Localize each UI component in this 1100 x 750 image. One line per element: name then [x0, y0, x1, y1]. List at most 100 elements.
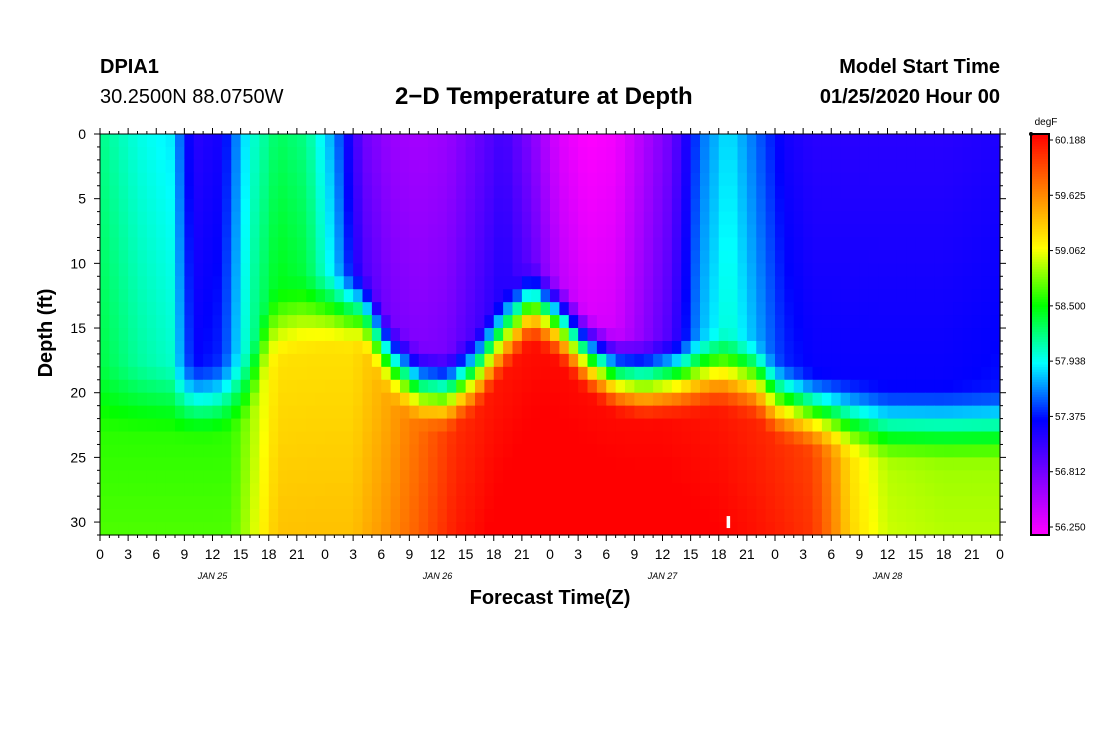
heatmap-cell	[831, 172, 842, 187]
heatmap-cell	[240, 250, 251, 264]
heatmap-cell	[709, 172, 720, 187]
heatmap-cell	[709, 146, 720, 161]
heatmap-cell	[503, 198, 514, 213]
heatmap-cell	[503, 431, 514, 446]
heatmap-cell	[746, 340, 757, 355]
heatmap-cell	[409, 353, 420, 368]
heatmap-cell	[193, 509, 204, 523]
heatmap-cell	[212, 392, 223, 407]
colorbar-segment	[1031, 529, 1049, 534]
heatmap-cell	[962, 353, 973, 368]
heatmap-cell	[550, 146, 560, 161]
heatmap-cell	[418, 444, 429, 458]
heatmap-cell	[896, 496, 907, 510]
heatmap-cell	[887, 328, 898, 342]
heatmap-cell	[775, 263, 785, 277]
heatmap-cell	[184, 444, 195, 458]
heatmap-cell	[325, 496, 335, 510]
heatmap-cell	[250, 276, 260, 290]
heatmap-cell	[221, 185, 232, 200]
heatmap-cell	[793, 185, 804, 200]
heatmap-cell	[203, 379, 214, 394]
colorbar-segment	[1031, 206, 1049, 210]
heatmap-cell	[531, 224, 542, 239]
heatmap-cell	[165, 224, 176, 239]
heatmap-cell	[925, 134, 935, 148]
heatmap-cell	[400, 211, 410, 226]
heatmap-cell	[615, 431, 626, 446]
heatmap-cell	[306, 198, 317, 213]
heatmap-cell	[193, 224, 204, 239]
heatmap-cell	[671, 418, 682, 433]
heatmap-cell	[165, 392, 176, 407]
heatmap-cell	[475, 522, 485, 536]
heatmap-cell	[343, 366, 354, 381]
heatmap-cell	[146, 340, 157, 355]
heatmap-cell	[109, 250, 120, 264]
heatmap-cell	[990, 276, 1001, 290]
heatmap-cell	[146, 237, 157, 252]
heatmap-cell	[850, 302, 860, 316]
heatmap-cell	[821, 198, 832, 213]
heatmap-cell	[840, 379, 851, 394]
heatmap-cell	[765, 522, 776, 536]
heatmap-cell	[962, 405, 973, 420]
heatmap-cell	[568, 366, 579, 381]
heatmap-cell	[165, 509, 176, 523]
heatmap-cell	[803, 353, 814, 368]
heatmap-cell	[850, 172, 860, 187]
heatmap-cell	[718, 250, 729, 264]
heatmap-cell	[971, 146, 982, 161]
heatmap-cell	[737, 392, 748, 407]
heatmap-cell	[390, 522, 401, 536]
heatmap-cell	[465, 302, 476, 316]
heatmap-cell	[146, 159, 157, 174]
heatmap-cell	[859, 496, 870, 510]
heatmap-cell	[128, 146, 139, 161]
colorbar-segment	[1031, 161, 1049, 165]
heatmap-cell	[568, 211, 579, 226]
heatmap-cell	[531, 263, 542, 277]
heatmap-cell	[625, 263, 635, 277]
heatmap-cell	[568, 224, 579, 239]
heatmap-cell	[559, 392, 570, 407]
heatmap-cell	[362, 379, 373, 394]
heatmap-cell	[775, 496, 785, 510]
heatmap-cell	[896, 276, 907, 290]
heatmap-cell	[559, 496, 570, 510]
heatmap-cell	[859, 198, 870, 213]
heatmap-cell	[634, 431, 645, 446]
heatmap-cell	[296, 328, 307, 342]
heatmap-cell	[531, 431, 542, 446]
heatmap-cell	[625, 224, 635, 239]
heatmap-cell	[193, 379, 204, 394]
heatmap-cell	[165, 353, 176, 368]
heatmap-cell	[493, 198, 504, 213]
heatmap-cell	[681, 224, 692, 239]
heatmap-cell	[625, 159, 635, 174]
heatmap-cell	[887, 457, 898, 471]
heatmap-cell	[775, 211, 785, 226]
heatmap-cell	[306, 431, 317, 446]
heatmap-cell	[606, 470, 617, 484]
heatmap-cell	[887, 198, 898, 213]
heatmap-cell	[634, 159, 645, 174]
heatmap-cell	[493, 211, 504, 226]
heatmap-cell	[690, 172, 701, 187]
heatmap-cell	[456, 315, 467, 329]
heatmap-cell	[568, 444, 579, 458]
heatmap-cell	[137, 366, 148, 381]
heatmap-cell	[437, 302, 448, 316]
heatmap-cell	[606, 250, 617, 264]
heatmap-cell	[700, 237, 710, 252]
heatmap-cell	[390, 263, 401, 277]
heatmap-cell	[325, 224, 335, 239]
heatmap-cell	[850, 198, 860, 213]
heatmap-cell	[662, 496, 673, 510]
heatmap-cell	[568, 509, 579, 523]
heatmap-cell	[306, 263, 317, 277]
heatmap-cell	[700, 340, 710, 355]
heatmap-cell	[231, 496, 242, 510]
heatmap-cell	[653, 353, 664, 368]
heatmap-cell	[859, 353, 870, 368]
